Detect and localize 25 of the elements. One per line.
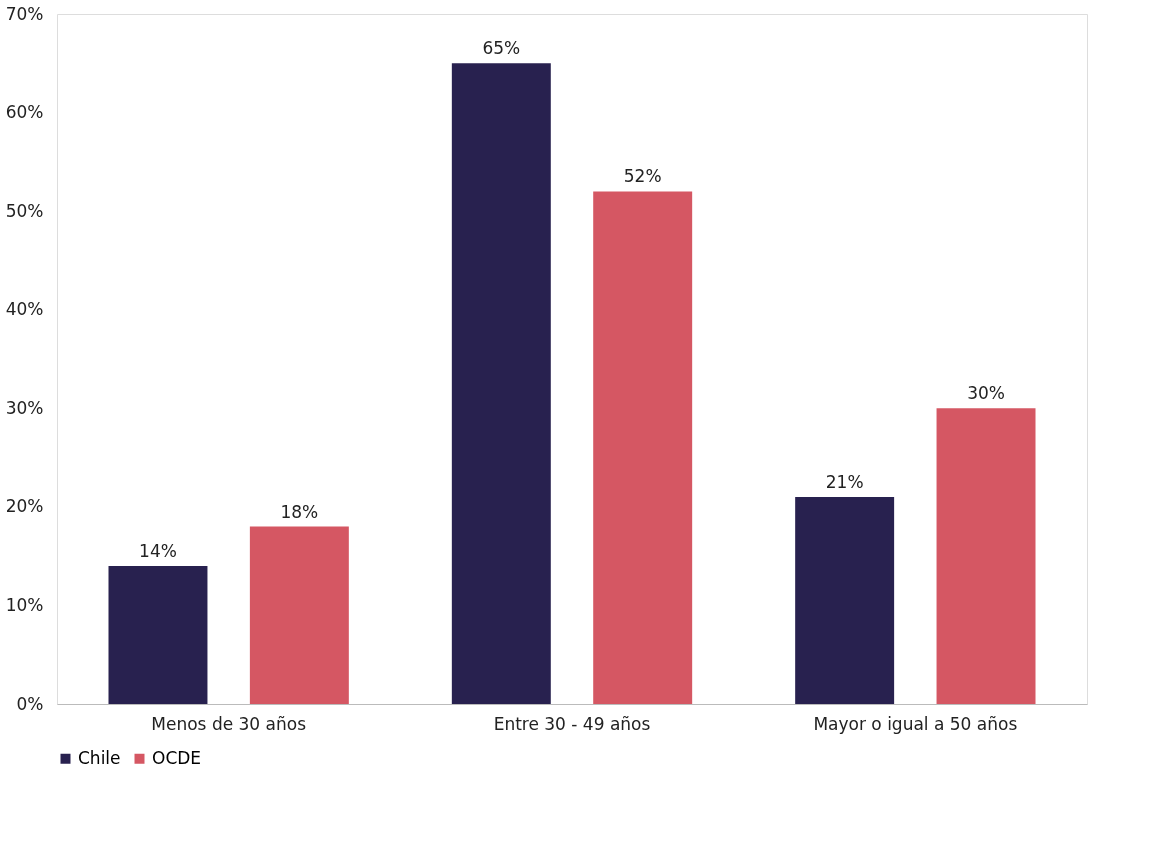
data-label: 21% [825, 472, 864, 492]
y-tick-label: 70% [5, 3, 44, 24]
y-tick-label: 60% [5, 102, 44, 123]
x-tick-label: Mayor o igual a 50 años [813, 713, 1018, 734]
data-label: 65% [482, 38, 521, 59]
bar [795, 497, 895, 704]
data-label: 30% [967, 383, 1005, 404]
bar [451, 63, 551, 704]
y-tick-label: 50% [5, 200, 44, 221]
y-tick-label: 40% [5, 299, 44, 320]
x-tick-label: Entre 30 - 49 años [493, 713, 651, 734]
legend-label: OCDE [152, 747, 202, 768]
x-tick-label: Menos de 30 años [151, 713, 307, 734]
data-label: 52% [623, 166, 662, 187]
bar [108, 566, 208, 704]
data-label: 18% [280, 501, 319, 522]
data-label: 14% [139, 541, 177, 561]
y-tick-label: 0% [16, 693, 44, 714]
bar [593, 191, 693, 704]
bar [249, 526, 349, 704]
y-tick-label: 20% [5, 496, 44, 517]
y-tick-label: 30% [5, 397, 44, 418]
bar [936, 408, 1036, 704]
legend-label: Chile [78, 747, 121, 768]
y-tick-label: 10% [5, 594, 44, 615]
